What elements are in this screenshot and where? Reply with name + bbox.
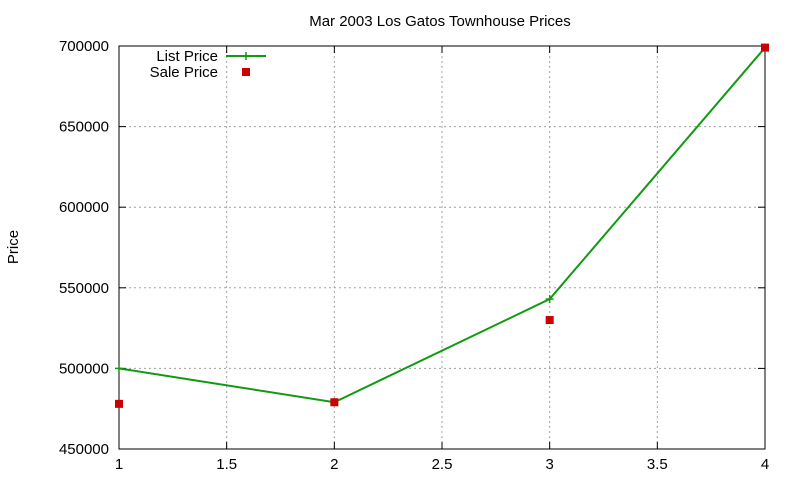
- y-tick-label: 700000: [59, 38, 109, 55]
- x-tick-label: 2: [330, 456, 338, 473]
- list-price-line: [118, 46, 766, 404]
- sale-price-point: [330, 398, 339, 407]
- y-tick-label: 550000: [59, 280, 109, 297]
- y-axis-label: Price: [5, 230, 22, 264]
- grid-lines: [119, 46, 765, 449]
- y-tick-label: 600000: [59, 199, 109, 216]
- sale-price-point: [761, 43, 769, 52]
- sale-price-point: [115, 399, 123, 408]
- list-price-point: [115, 364, 123, 373]
- legend-label-list-price: List Price: [156, 48, 218, 65]
- x-tick-label: 2.5: [432, 456, 453, 473]
- x-tick-label: 3.5: [647, 456, 668, 473]
- plot-frame: [118, 45, 766, 450]
- x-tick-label: 3: [545, 456, 553, 473]
- sale-price-point: [545, 316, 554, 325]
- legend-marker-sale-price: [242, 68, 250, 76]
- legend-label-sale-price: Sale Price: [150, 64, 218, 81]
- x-tick-label: 1.5: [216, 456, 237, 473]
- series-layer: [115, 43, 769, 408]
- axis-ticks: 1 1.5 2 2.5 3 3.5 4 450000 500000 550000 600000 650…: [59, 38, 769, 473]
- y-tick-label: 650000: [59, 119, 109, 136]
- list-price-point: [545, 295, 554, 304]
- legend-marker-list-price: [242, 52, 250, 60]
- y-tick-label: 450000: [59, 441, 109, 458]
- x-tick-label: 1: [115, 456, 123, 473]
- y-tick-label: 500000: [59, 360, 109, 377]
- x-tick-label: 4: [761, 456, 769, 473]
- chart-title: Mar 2003 Los Gatos Townhouse Prices: [309, 13, 571, 30]
